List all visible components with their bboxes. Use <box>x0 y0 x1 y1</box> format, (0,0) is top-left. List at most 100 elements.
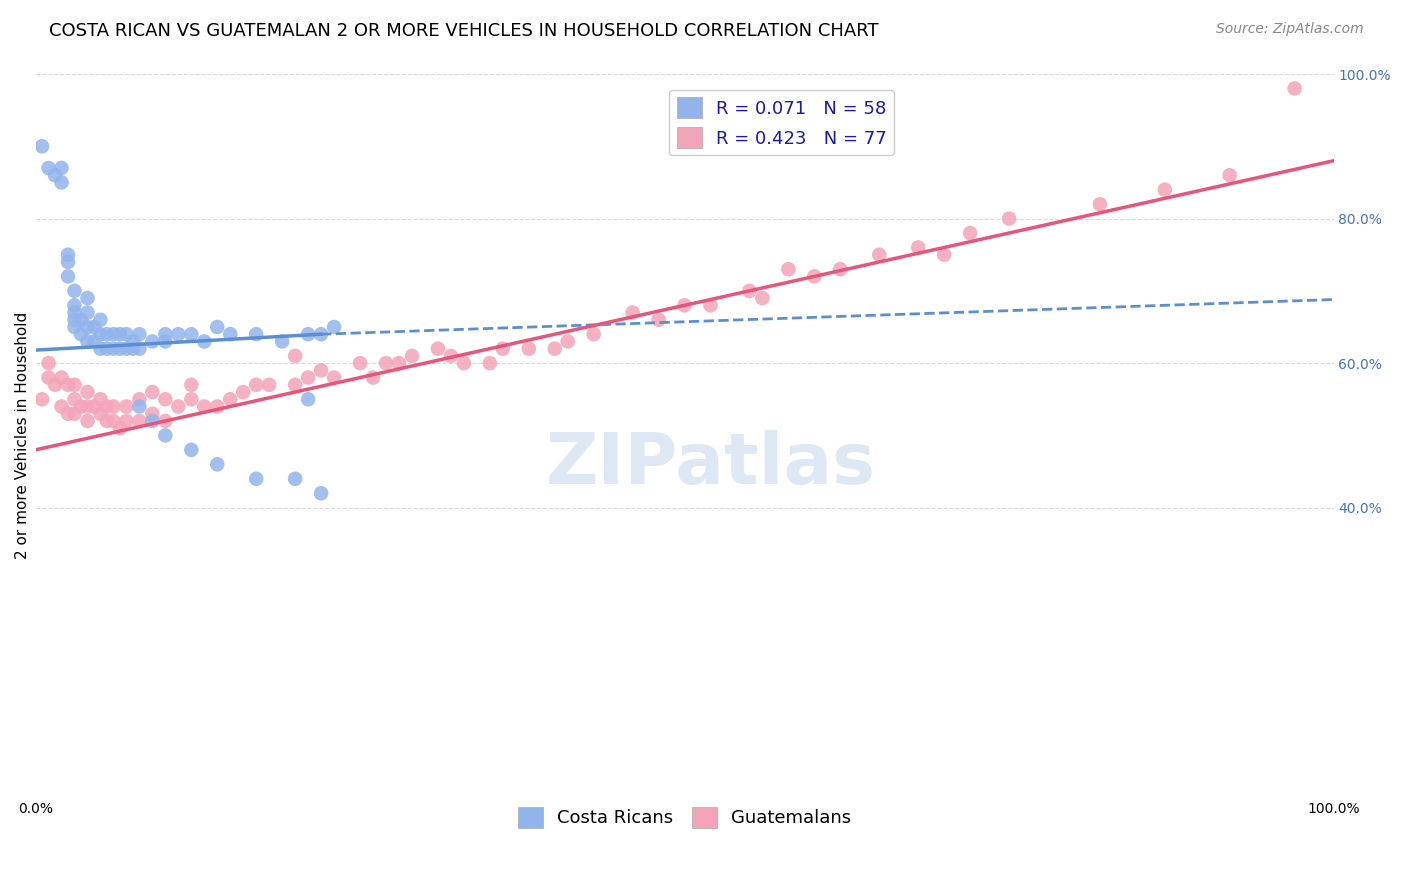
Point <box>76 400 98 414</box>
Point <box>868 248 890 262</box>
Point <box>426 342 449 356</box>
Point <box>375 356 398 370</box>
Point <box>83 334 105 349</box>
Point <box>128 392 150 407</box>
Point <box>830 262 852 277</box>
Point <box>207 320 229 334</box>
Point <box>582 327 605 342</box>
Point <box>751 291 773 305</box>
Point <box>31 139 53 153</box>
Point <box>56 377 79 392</box>
Point <box>323 370 346 384</box>
Point <box>699 298 721 312</box>
Point <box>621 305 644 319</box>
Point <box>207 400 229 414</box>
Point <box>51 176 73 190</box>
Point <box>103 327 125 342</box>
Point <box>63 377 86 392</box>
Point <box>76 414 98 428</box>
Point <box>257 377 280 392</box>
Point <box>128 400 150 414</box>
Point <box>96 327 118 342</box>
Point <box>76 320 98 334</box>
Point <box>180 392 202 407</box>
Point <box>122 342 145 356</box>
Point <box>141 334 163 349</box>
Point <box>959 226 981 240</box>
Point <box>115 327 138 342</box>
Point <box>141 414 163 428</box>
Point <box>76 385 98 400</box>
Point <box>180 327 202 342</box>
Point <box>1088 197 1111 211</box>
Point <box>167 327 190 342</box>
Point <box>478 356 501 370</box>
Point <box>297 392 319 407</box>
Point <box>401 349 423 363</box>
Point <box>544 342 567 356</box>
Point <box>284 472 307 486</box>
Point <box>219 327 242 342</box>
Point <box>63 407 86 421</box>
Point <box>309 327 332 342</box>
Point <box>932 248 955 262</box>
Point <box>193 334 215 349</box>
Point <box>122 334 145 349</box>
Point <box>103 400 125 414</box>
Point <box>103 342 125 356</box>
Point <box>51 400 73 414</box>
Point <box>155 414 177 428</box>
Point <box>492 342 515 356</box>
Point <box>108 421 131 435</box>
Point <box>155 392 177 407</box>
Point <box>284 377 307 392</box>
Point <box>1219 168 1241 182</box>
Point <box>297 327 319 342</box>
Point <box>31 392 53 407</box>
Point <box>115 414 138 428</box>
Point <box>63 284 86 298</box>
Point <box>271 334 294 349</box>
Point <box>128 327 150 342</box>
Point <box>167 400 190 414</box>
Point <box>96 400 118 414</box>
Point <box>44 168 66 182</box>
Point <box>128 414 150 428</box>
Point <box>297 370 319 384</box>
Point <box>193 400 215 414</box>
Point <box>207 458 229 472</box>
Point <box>83 400 105 414</box>
Point <box>56 269 79 284</box>
Text: Source: ZipAtlas.com: Source: ZipAtlas.com <box>1216 22 1364 37</box>
Point <box>103 414 125 428</box>
Point <box>673 298 696 312</box>
Point <box>907 240 929 254</box>
Point <box>56 407 79 421</box>
Point <box>44 377 66 392</box>
Point <box>180 377 202 392</box>
Point <box>141 407 163 421</box>
Point <box>557 334 579 349</box>
Point <box>51 161 73 175</box>
Point <box>63 320 86 334</box>
Point <box>89 342 111 356</box>
Point <box>155 334 177 349</box>
Point <box>245 377 267 392</box>
Point <box>115 342 138 356</box>
Point <box>232 385 254 400</box>
Point <box>76 291 98 305</box>
Point <box>38 370 60 384</box>
Text: COSTA RICAN VS GUATEMALAN 2 OR MORE VEHICLES IN HOUSEHOLD CORRELATION CHART: COSTA RICAN VS GUATEMALAN 2 OR MORE VEHI… <box>49 22 879 40</box>
Point <box>56 248 79 262</box>
Point <box>63 392 86 407</box>
Point <box>89 327 111 342</box>
Point <box>1153 183 1175 197</box>
Point <box>309 486 332 500</box>
Point <box>63 298 86 312</box>
Point <box>63 312 86 326</box>
Point <box>128 342 150 356</box>
Point <box>115 400 138 414</box>
Point <box>70 400 93 414</box>
Point <box>56 255 79 269</box>
Point <box>309 363 332 377</box>
